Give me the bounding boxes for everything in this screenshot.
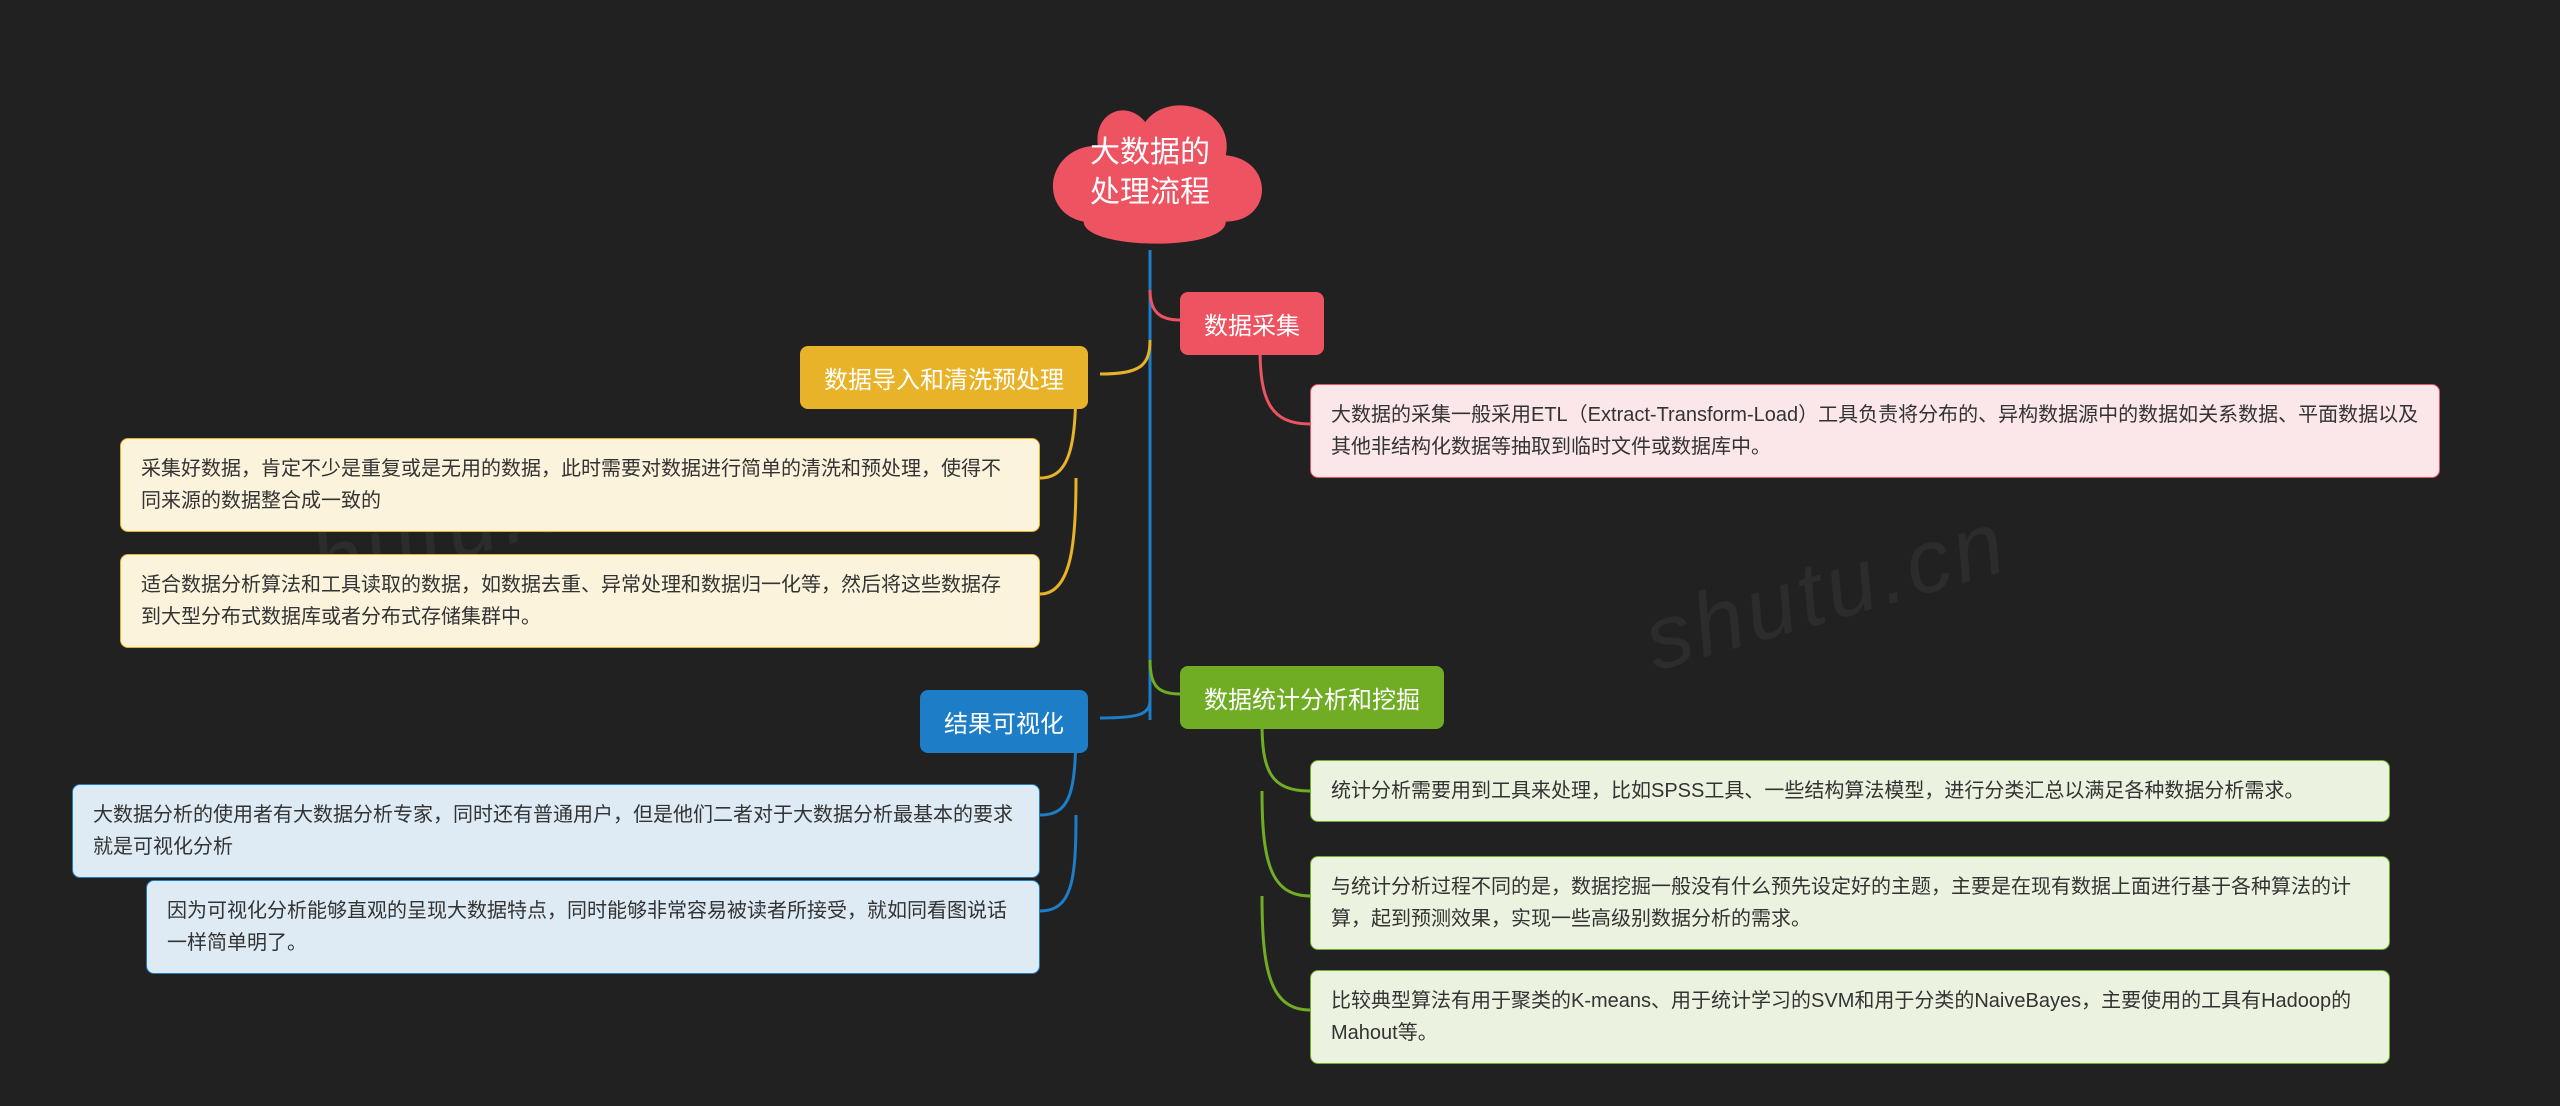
leaf-stats-1: 与统计分析过程不同的是，数据挖掘一般没有什么预先设定好的主题，主要是在现有数据上… (1310, 856, 2390, 950)
root-line1: 大数据的 (1090, 133, 1210, 174)
branch-stats: 数据统计分析和挖掘 (1180, 666, 1444, 729)
leaf-stats-2: 比较典型算法有用于聚类的K-means、用于统计学习的SVM和用于分类的Naiv… (1310, 970, 2390, 1064)
leaf-viz-1: 因为可视化分析能够直观的呈现大数据特点，同时能够非常容易被读者所接受，就如同看图… (146, 880, 1040, 974)
branch-import: 数据导入和清洗预处理 (800, 346, 1088, 409)
root-line2: 处理流程 (1090, 173, 1210, 214)
watermark: shutu.cn (1633, 491, 2019, 693)
leaf-collect-0: 大数据的采集一般采用ETL（Extract-Transform-Load）工具负… (1310, 384, 2440, 478)
branch-viz: 结果可视化 (920, 690, 1088, 753)
root-node: 大数据的 处理流程 (1020, 70, 1280, 250)
leaf-import-1: 适合数据分析算法和工具读取的数据，如数据去重、异常处理和数据归一化等，然后将这些… (120, 554, 1040, 648)
leaf-stats-0: 统计分析需要用到工具来处理，比如SPSS工具、一些结构算法模型，进行分类汇总以满… (1310, 760, 2390, 822)
branch-collect: 数据采集 (1180, 292, 1324, 355)
leaf-viz-0: 大数据分析的使用者有大数据分析专家，同时还有普通用户，但是他们二者对于大数据分析… (72, 784, 1040, 878)
leaf-import-0: 采集好数据，肯定不少是重复或是无用的数据，此时需要对数据进行简单的清洗和预处理，… (120, 438, 1040, 532)
